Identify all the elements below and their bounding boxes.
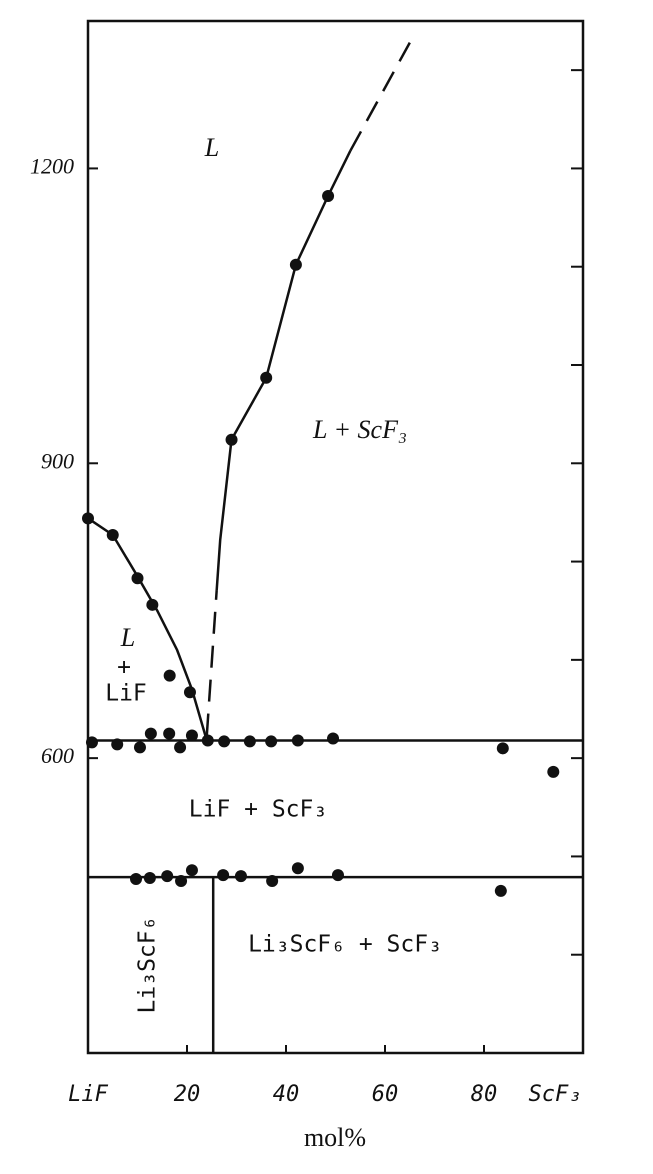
- data-point: [291, 734, 304, 747]
- data-point: [547, 765, 560, 778]
- data-point: [133, 741, 146, 754]
- data-point: [130, 873, 143, 886]
- phase-boundary: [205, 590, 218, 736]
- data-point: [185, 864, 198, 877]
- x-tick-label: LiF: [68, 1082, 108, 1107]
- region-label: LiF + ScF₃: [189, 797, 327, 823]
- region-label: +: [117, 655, 131, 681]
- data-point: [234, 870, 247, 883]
- data-point: [163, 727, 176, 740]
- y-tick-label: 900: [41, 448, 74, 473]
- data-point: [327, 732, 340, 745]
- phase-boundary: [87, 517, 209, 741]
- data-point: [143, 872, 156, 885]
- data-point: [260, 371, 273, 384]
- region-label: L: [120, 623, 135, 652]
- data-point: [85, 736, 98, 749]
- data-point: [496, 742, 509, 755]
- data-point: [218, 735, 231, 748]
- x-tick-label: 60: [372, 1082, 399, 1107]
- data-point: [146, 598, 159, 611]
- data-point: [265, 735, 278, 748]
- plot-frame: [86, 19, 585, 1055]
- x-axis-label: mol%: [304, 1123, 366, 1152]
- region-label: LiF: [105, 681, 147, 707]
- data-point: [106, 529, 119, 542]
- data-point: [82, 512, 94, 525]
- data-point: [289, 258, 302, 271]
- data-point: [163, 669, 176, 682]
- y-tick-label: 600: [41, 743, 74, 768]
- y-tick-label: 1200: [30, 153, 74, 178]
- data-point: [183, 686, 196, 699]
- data-point: [175, 875, 188, 887]
- data-point: [174, 741, 187, 754]
- data-point: [494, 884, 507, 897]
- region-label: L: [204, 133, 219, 162]
- x-tick-label: ScF₃: [529, 1082, 582, 1107]
- x-tick-label: 40: [273, 1082, 300, 1107]
- data-point: [322, 189, 335, 202]
- phase-boundary: [215, 150, 352, 591]
- data-point: [131, 572, 144, 585]
- data-point: [185, 729, 198, 742]
- x-tick-label: 80: [471, 1082, 498, 1107]
- data-point: [161, 870, 174, 883]
- data-point: [331, 869, 344, 882]
- region-label: Li₃ScF₆: [135, 917, 161, 1014]
- data-point: [144, 727, 157, 740]
- data-point: [111, 738, 124, 751]
- data-point: [266, 875, 279, 887]
- region-label: Li₃ScF₆ + ScF₃: [248, 932, 442, 958]
- data-point: [201, 734, 214, 747]
- data-point: [225, 433, 238, 446]
- data-point: [243, 735, 256, 748]
- data-point: [291, 862, 304, 875]
- data-point: [217, 869, 230, 882]
- phase-boundary: [349, 41, 411, 152]
- region-label: L + ScF₃: [312, 415, 407, 444]
- x-tick-label: 20: [174, 1082, 201, 1107]
